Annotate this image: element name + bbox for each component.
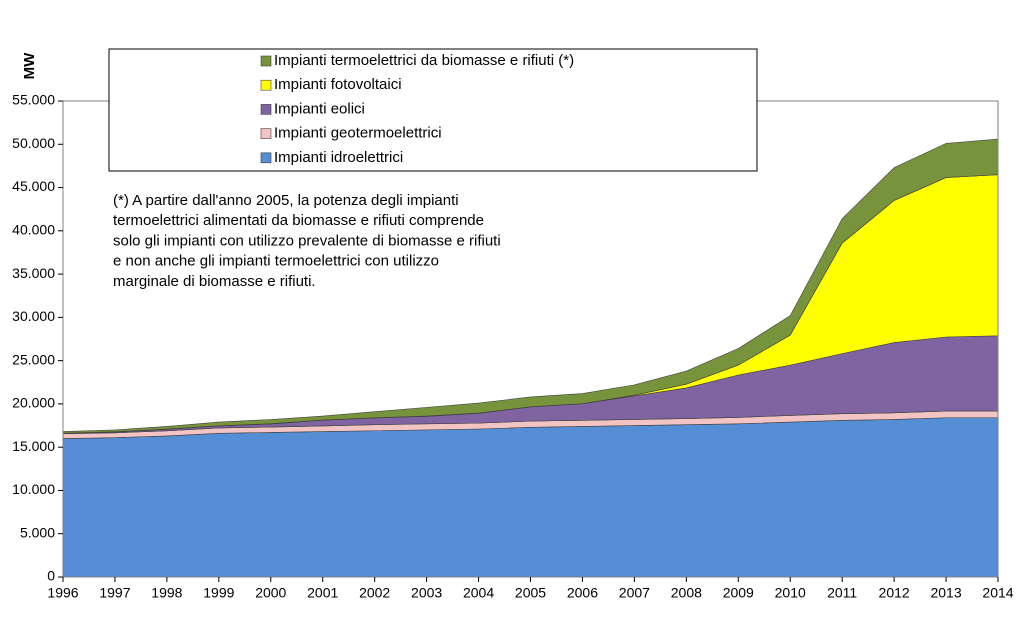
- x-tick-label: 2002: [359, 585, 390, 601]
- x-tick-label: 1999: [203, 585, 234, 601]
- legend-swatch: [260, 55, 272, 67]
- x-tick-label: 2000: [255, 585, 286, 601]
- legend-label: Impianti geotermoelettrici: [274, 125, 442, 142]
- note: termoelettrici alimentati da biomasse e …: [113, 212, 484, 229]
- x-tick-label: 1996: [47, 585, 78, 601]
- legend-swatch: [260, 79, 272, 91]
- note: e non anche gli impianti termoelettrici …: [113, 253, 439, 270]
- x-tick-label: 2010: [775, 585, 806, 601]
- y-tick-label: 25.000: [12, 351, 55, 367]
- x-tick-label: 2012: [879, 585, 910, 601]
- y-tick-label: 30.000: [12, 308, 55, 324]
- x-tick-label: 1998: [151, 585, 182, 601]
- x-tick-label: 2011: [827, 585, 857, 601]
- y-tick-label: 5.000: [20, 524, 55, 540]
- y-tick-label: 0: [47, 568, 55, 584]
- note: (*) A partire dall'anno 2005, la potenza…: [113, 192, 459, 209]
- legend-label: Impianti termoelettrici da biomasse e ri…: [274, 52, 574, 69]
- x-tick-label: 2008: [671, 585, 702, 601]
- y-tick-label: 40.000: [12, 222, 55, 238]
- x-tick-label: 2005: [515, 585, 546, 601]
- y-tick-label: 45.000: [12, 178, 55, 194]
- legend-label: Impianti eolici: [274, 100, 365, 117]
- y-tick-label: 10.000: [12, 481, 55, 497]
- y-tick-label: 50.000: [12, 135, 55, 151]
- note: solo gli impianti con utilizzo prevalent…: [113, 232, 501, 249]
- legend-swatch: [260, 104, 272, 115]
- y-tick-label: 35.000: [12, 265, 55, 281]
- x-tick-label: 2004: [463, 585, 494, 601]
- x-tick-label: 2013: [930, 585, 961, 601]
- legend-swatch: [260, 152, 272, 164]
- y-tick-label: 20.000: [12, 395, 55, 411]
- legend-label: Impianti fotovoltaici: [274, 76, 402, 93]
- y-axis-label: MW: [21, 52, 38, 79]
- x-tick-label: 2007: [619, 585, 650, 601]
- y-tick-label: 15.000: [12, 438, 55, 454]
- x-tick-label: 2006: [567, 585, 598, 601]
- x-tick-label: 2014: [982, 585, 1013, 601]
- x-tick-label: 1997: [99, 585, 130, 601]
- legend-swatch: [260, 128, 272, 139]
- legend-label: Impianti idroelettrici: [274, 149, 403, 166]
- area: [62, 417, 999, 578]
- note: marginale di biomasse e rifiuti.: [113, 273, 316, 290]
- y-tick-label: 55.000: [12, 92, 55, 108]
- legend-box: [108, 48, 758, 172]
- x-tick-label: 2003: [411, 585, 442, 601]
- x-tick-label: 2001: [307, 585, 338, 601]
- x-tick-label: 2009: [723, 585, 754, 601]
